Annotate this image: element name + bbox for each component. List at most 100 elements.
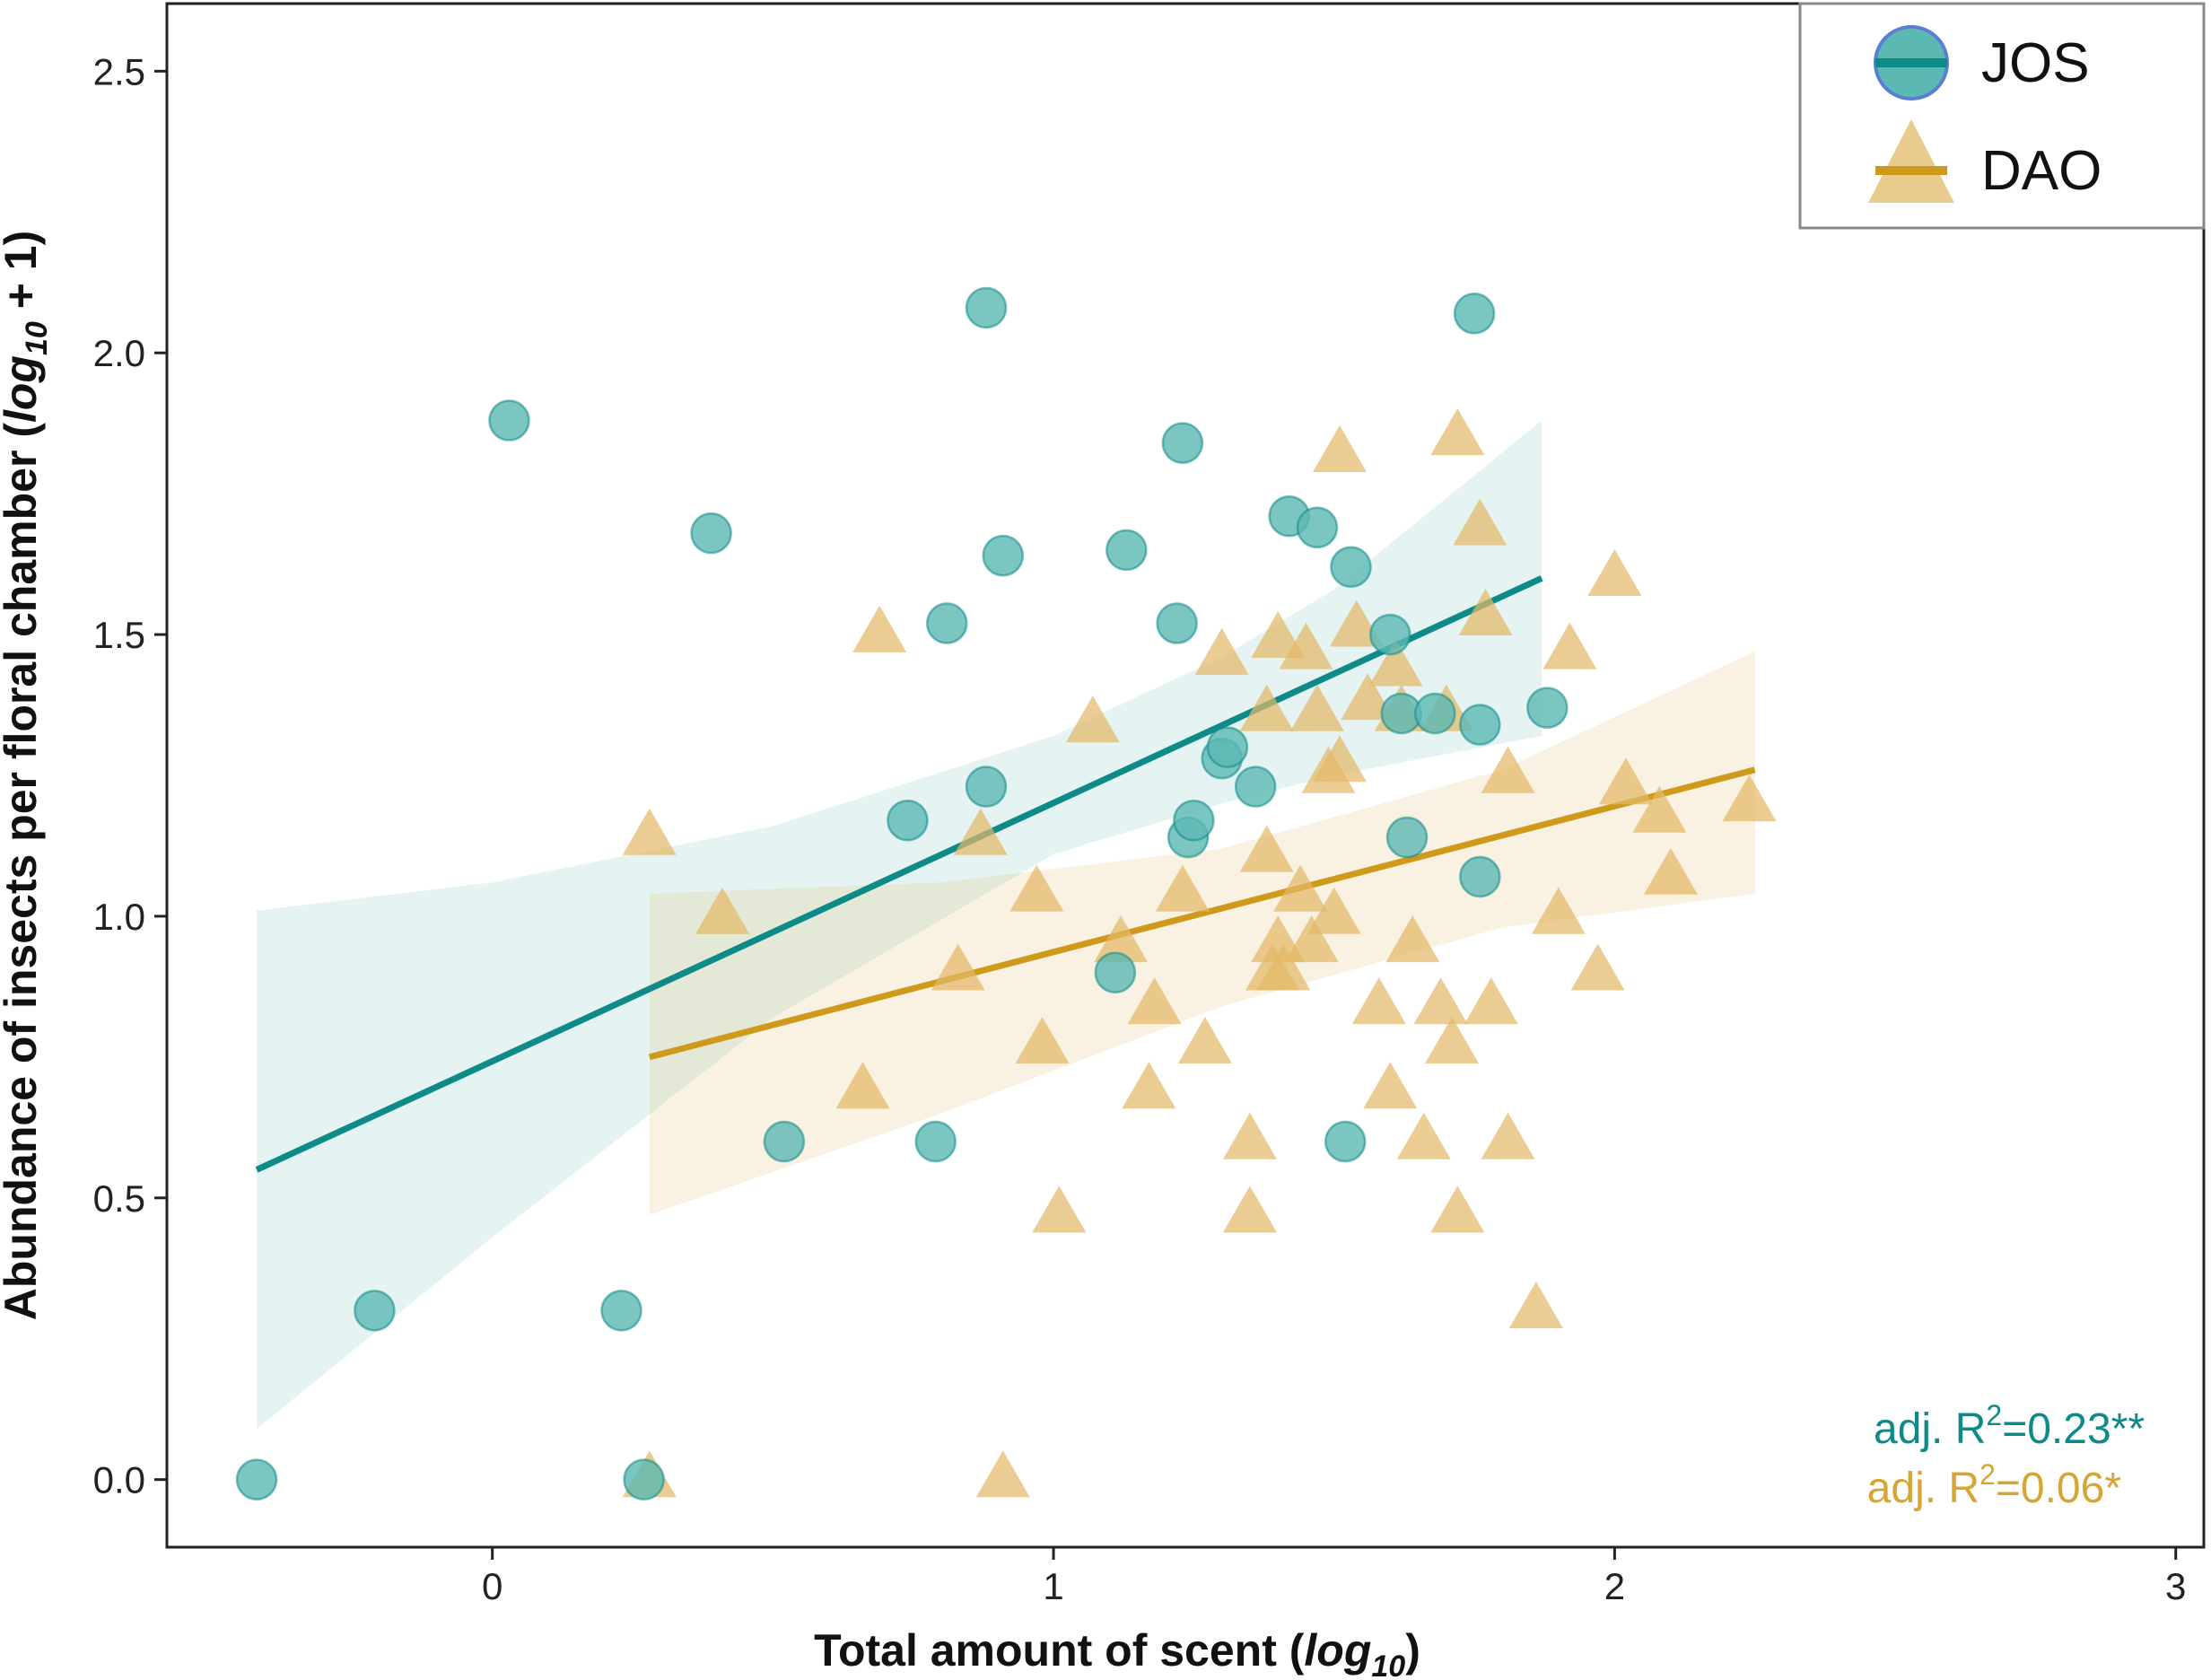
point-jos-16 xyxy=(1161,422,1204,464)
point-jos-26 xyxy=(1369,613,1411,656)
point-dao-42 xyxy=(1413,977,1468,1025)
legend-jos-label: JOS xyxy=(1981,32,2090,94)
x-axis-title-paren: ( xyxy=(1277,1625,1305,1676)
point-jos-31 xyxy=(1459,704,1501,746)
point-dao-23 xyxy=(1251,611,1306,659)
y-axis-title: Abundance of insects per floral chamber … xyxy=(0,231,54,1321)
point-dao-51 xyxy=(1481,746,1535,793)
point-dao-20 xyxy=(1239,684,1294,731)
point-dao-56 xyxy=(1587,549,1642,597)
y-axis-title-unit-sub: 10 xyxy=(20,321,54,355)
point-jos-21 xyxy=(1234,766,1277,808)
point-jos-5 xyxy=(690,512,732,555)
point-dao-18 xyxy=(1222,1186,1277,1233)
legend: JOS DAO xyxy=(1798,2,2206,230)
x-tick-label-2: 2 xyxy=(1604,1565,1625,1607)
fit-line-dao xyxy=(648,766,1756,1061)
x-tick-label-0: 0 xyxy=(482,1565,502,1607)
point-dao-44 xyxy=(1425,1017,1480,1064)
point-dao-55 xyxy=(1570,943,1625,991)
y-tick-label-0: 0.0 xyxy=(93,1459,145,1501)
point-jos-25 xyxy=(1330,546,1372,588)
point-dao-37 xyxy=(1363,1062,1418,1109)
point-dao-46 xyxy=(1430,408,1485,456)
point-jos-14 xyxy=(1106,529,1148,572)
point-dao-38 xyxy=(1368,639,1423,687)
point-jos-18 xyxy=(1173,799,1215,842)
stat-dao-sup: 2 xyxy=(1979,1458,1996,1491)
point-dao-29 xyxy=(1289,684,1344,731)
point-dao-27 xyxy=(1279,622,1333,669)
point-dao-7 xyxy=(975,1450,1030,1498)
point-jos-15 xyxy=(1156,602,1198,644)
y-axis-title-main: Abundance of insects per floral chamber xyxy=(0,451,46,1321)
stat-dao-prefix: adj. R xyxy=(1867,1465,1979,1512)
point-jos-6 xyxy=(763,1120,806,1163)
stat-jos: adj. R2=0.23** xyxy=(1874,1399,2145,1453)
y-tick-label-1: 0.5 xyxy=(93,1177,145,1220)
point-dao-12 xyxy=(1094,915,1149,963)
point-dao-48 xyxy=(1458,588,1513,635)
point-dao-17 xyxy=(1194,627,1249,675)
point-dao-59 xyxy=(1643,847,1698,895)
point-dao-41 xyxy=(1396,1112,1451,1159)
point-jos-13 xyxy=(1094,951,1137,993)
fit-line-jos xyxy=(255,575,1543,1173)
point-dao-13 xyxy=(1122,1062,1176,1109)
fit-lines xyxy=(255,575,1756,1173)
stat-jos-value: =0.23** xyxy=(2002,1405,2145,1453)
point-dao-11 xyxy=(1065,696,1120,743)
point-dao-10 xyxy=(1032,1186,1087,1233)
point-jos-32 xyxy=(1459,855,1501,898)
point-dao-15 xyxy=(1155,864,1210,912)
point-jos-2 xyxy=(488,399,530,442)
x-axis: 0 1 2 3 xyxy=(482,1547,2186,1607)
point-dao-3 xyxy=(835,1062,890,1109)
point-jos-4 xyxy=(623,1458,665,1501)
point-dao-45 xyxy=(1430,1186,1485,1233)
stat-dao-value: =0.06* xyxy=(1996,1465,2121,1512)
point-dao-49 xyxy=(1464,977,1518,1025)
point-jos-20 xyxy=(1206,726,1249,768)
point-dao-26 xyxy=(1273,864,1328,912)
x-axis-title-unit: log xyxy=(1304,1625,1371,1676)
point-dao-31 xyxy=(1306,887,1361,934)
point-jos-7 xyxy=(887,799,929,842)
point-jos-24 xyxy=(1324,1120,1367,1163)
point-jos-29 xyxy=(1414,692,1456,735)
y-tick-label-2: 1.0 xyxy=(93,896,145,938)
y-axis-title-close: + 1) xyxy=(0,231,46,321)
point-dao-36 xyxy=(1351,977,1406,1025)
point-dao-21 xyxy=(1239,825,1294,872)
stat-dao: adj. R2=0.06* xyxy=(1867,1458,2121,1512)
y-tick-label-4: 2.0 xyxy=(93,332,145,374)
legend-box xyxy=(1798,2,2206,230)
legend-item-dao: DAO xyxy=(1868,119,2102,203)
legend-dao-triangle-icon xyxy=(1868,119,1954,203)
point-dao-19 xyxy=(1222,1112,1277,1159)
point-jos-8 xyxy=(914,1120,957,1163)
point-dao-35 xyxy=(1341,673,1395,721)
x-axis-title-close: ) xyxy=(1405,1625,1420,1676)
point-jos-11 xyxy=(965,766,1008,808)
point-jos-12 xyxy=(982,534,1025,577)
y-axis-title-paren: ( xyxy=(0,423,46,451)
legend-item-jos: JOS xyxy=(1874,25,2090,101)
point-dao-32 xyxy=(1312,735,1367,783)
point-dao-5 xyxy=(931,943,985,991)
point-dao-57 xyxy=(1598,757,1653,805)
point-dao-2 xyxy=(695,887,750,934)
x-tick-label-3: 3 xyxy=(2165,1565,2186,1607)
point-dao-25 xyxy=(1256,943,1311,991)
point-dao-52 xyxy=(1508,1282,1563,1329)
point-jos-30 xyxy=(1453,293,1496,335)
point-dao-33 xyxy=(1312,424,1367,472)
point-dao-53 xyxy=(1531,887,1586,934)
y-axis-title-unit: log xyxy=(0,355,46,423)
point-dao-9 xyxy=(1015,1017,1070,1064)
point-dao-40 xyxy=(1385,915,1440,963)
y-tick-label-5: 2.5 xyxy=(93,50,145,92)
x-tick-label-1: 1 xyxy=(1043,1565,1063,1607)
